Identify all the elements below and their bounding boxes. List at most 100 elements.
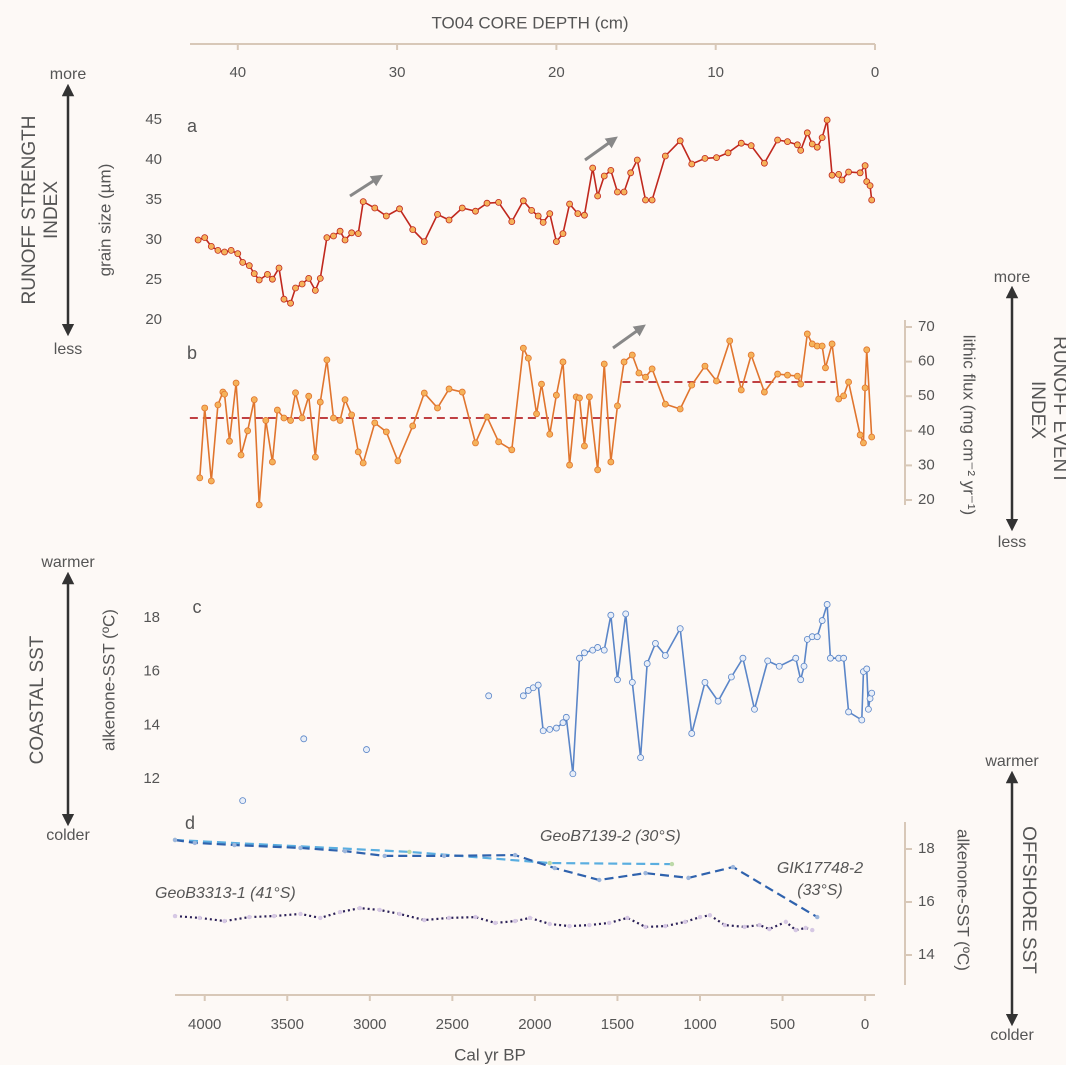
data-point <box>627 169 635 177</box>
data-point <box>534 681 542 689</box>
data-point <box>538 380 545 388</box>
data-point <box>483 199 491 207</box>
data-point <box>371 204 379 212</box>
series-label: GeoB3313-1 (41°S) <box>155 885 296 902</box>
data-point <box>861 384 869 392</box>
x-tick-label: 4000 <box>188 1016 221 1033</box>
data-point <box>614 402 621 410</box>
top-axis-title: TO04 CORE DEPTH (cm) <box>431 13 628 32</box>
data-point <box>305 392 313 400</box>
data-point <box>316 274 324 282</box>
data-point <box>221 248 228 256</box>
data-point <box>559 719 567 727</box>
data-point <box>861 162 869 170</box>
data-point <box>818 342 826 350</box>
data-point <box>701 362 709 370</box>
y-axis-title: lithic flux (mg cm⁻² yr⁻¹) <box>960 335 979 515</box>
series-line <box>174 838 672 866</box>
data-point <box>255 276 263 284</box>
y-tick-label: 14 <box>143 716 160 733</box>
data-point <box>528 206 536 214</box>
data-point <box>519 197 527 205</box>
data-point <box>607 458 615 466</box>
data-point <box>382 428 390 436</box>
x-tick-label: 3000 <box>353 1016 386 1033</box>
data-point <box>739 654 747 662</box>
data-point <box>298 414 306 422</box>
data-point <box>287 299 294 307</box>
data-point <box>382 853 387 859</box>
data-point <box>868 433 876 441</box>
data-point <box>858 716 866 724</box>
data-point <box>512 852 518 858</box>
data-point <box>552 865 557 871</box>
index-title: RUNOFF EVENT <box>1049 336 1066 484</box>
data-point <box>607 611 615 619</box>
data-point <box>764 657 772 665</box>
data-point <box>697 914 703 920</box>
y-tick-label: 50 <box>918 387 935 404</box>
data-point <box>441 853 447 859</box>
data-point <box>407 849 412 855</box>
data-point <box>394 457 402 465</box>
panel-label: a <box>187 116 198 136</box>
top-tick-label: 20 <box>548 64 565 81</box>
data-point <box>594 466 602 474</box>
data-point <box>323 356 331 364</box>
data-point <box>422 917 427 923</box>
data-point <box>767 926 772 932</box>
data-point <box>539 727 547 735</box>
top-tick-label: 40 <box>229 64 246 81</box>
data-point <box>508 446 516 454</box>
data-point <box>311 286 319 294</box>
data-point <box>562 713 570 721</box>
data-point <box>643 870 648 876</box>
data-point <box>359 459 367 467</box>
data-point <box>803 925 808 931</box>
data-point <box>232 379 240 387</box>
data-point <box>682 919 688 925</box>
data-point <box>409 422 417 430</box>
data-point <box>594 192 602 200</box>
data-point <box>606 920 612 926</box>
index-top: warmer <box>40 554 95 571</box>
index-bottom: colder <box>990 1027 1034 1044</box>
x-tick-label: 1000 <box>683 1016 716 1033</box>
data-point <box>226 437 233 445</box>
data-point <box>567 923 572 929</box>
data-point <box>483 413 491 421</box>
data-point <box>803 330 811 338</box>
data-point <box>686 875 691 881</box>
data-point <box>458 388 466 396</box>
data-point <box>348 229 356 237</box>
data-point <box>524 354 532 362</box>
data-point <box>280 414 288 422</box>
data-point <box>835 395 843 403</box>
index-title: RUNOFF STRENGTH <box>19 116 40 305</box>
data-point <box>622 610 630 618</box>
data-point <box>810 927 815 933</box>
data-point <box>669 861 675 867</box>
data-point <box>784 371 791 379</box>
data-point <box>341 396 349 404</box>
data-point <box>445 216 453 224</box>
y-tick-label: 18 <box>143 609 160 626</box>
data-point <box>250 270 258 278</box>
data-point <box>287 417 294 424</box>
data-point <box>330 414 337 422</box>
data-point <box>701 678 709 686</box>
y-tick-label: 12 <box>143 770 160 787</box>
data-point <box>823 601 831 608</box>
data-point <box>643 924 648 930</box>
data-point <box>292 389 299 397</box>
data-point <box>794 141 801 149</box>
y-tick-label: 70 <box>918 318 935 335</box>
data-point <box>247 914 252 920</box>
data-point <box>363 746 370 753</box>
y-tick-label: 14 <box>918 946 935 963</box>
data-point <box>234 250 242 258</box>
data-point <box>797 676 805 684</box>
data-point <box>726 337 734 345</box>
data-point <box>552 391 560 399</box>
